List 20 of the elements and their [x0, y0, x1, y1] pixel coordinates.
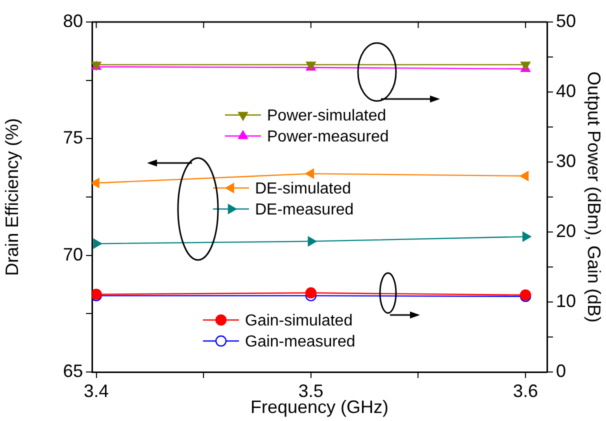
y2-axis-title: Output Power (dBm), Gain (dB): [584, 71, 604, 323]
y-tick-label: 75: [62, 128, 83, 148]
y-tick-label: 80: [62, 10, 83, 31]
legend-label: Power-simulated: [267, 107, 386, 124]
x-tick-label: 3.6: [513, 380, 538, 401]
y-axis-title: Drain Efficiency (%): [2, 118, 22, 276]
y2-tick-label: 20: [556, 220, 576, 241]
legend-label: Power-measured: [267, 128, 389, 146]
y2-tick-label: 10: [556, 290, 576, 311]
y2-tick-label: 50: [556, 10, 576, 31]
legend-label: Gain-measured: [245, 333, 356, 350]
x-tick-label: 3.4: [84, 380, 109, 401]
legend-label: Gain-simulated: [245, 312, 353, 330]
y-tick-label: 70: [62, 244, 83, 264]
y2-tick-label: 30: [556, 150, 576, 171]
legend-label: DE-measured: [255, 201, 354, 218]
legend-label: DE-simulated: [255, 180, 352, 198]
y2-tick-label: 40: [556, 80, 576, 101]
y-tick-label: 65: [62, 360, 83, 381]
y2-tick-label: 0: [556, 360, 566, 381]
